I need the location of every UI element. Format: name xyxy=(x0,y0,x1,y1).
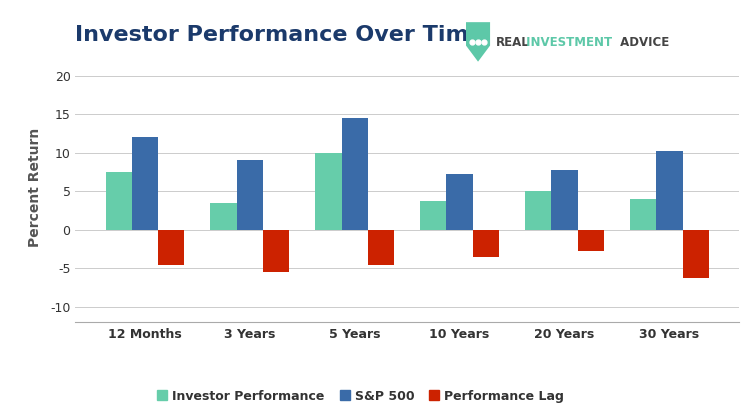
Bar xyxy=(656,151,682,230)
Bar xyxy=(551,170,578,230)
Polygon shape xyxy=(466,22,490,62)
Bar xyxy=(368,230,394,264)
Bar xyxy=(526,191,551,230)
Bar xyxy=(263,230,289,272)
Bar xyxy=(210,203,237,230)
Bar xyxy=(420,201,446,230)
Text: ADVICE: ADVICE xyxy=(616,36,670,49)
Text: Investor Performance Over Time: Investor Performance Over Time xyxy=(75,25,484,45)
Text: REAL: REAL xyxy=(496,36,530,49)
Bar xyxy=(682,230,709,278)
Bar xyxy=(237,160,263,230)
Legend: Investor Performance, S&P 500, Performance Lag: Investor Performance, S&P 500, Performan… xyxy=(158,390,564,403)
Bar xyxy=(630,199,656,230)
Text: INVESTMENT: INVESTMENT xyxy=(522,36,612,49)
Bar xyxy=(106,172,132,230)
Bar xyxy=(473,230,499,257)
Bar xyxy=(132,137,158,230)
Bar xyxy=(578,230,604,251)
Bar xyxy=(446,174,473,230)
Bar xyxy=(342,118,368,230)
Bar xyxy=(158,230,184,264)
Bar xyxy=(315,153,342,230)
Y-axis label: Percent Return: Percent Return xyxy=(28,128,41,247)
